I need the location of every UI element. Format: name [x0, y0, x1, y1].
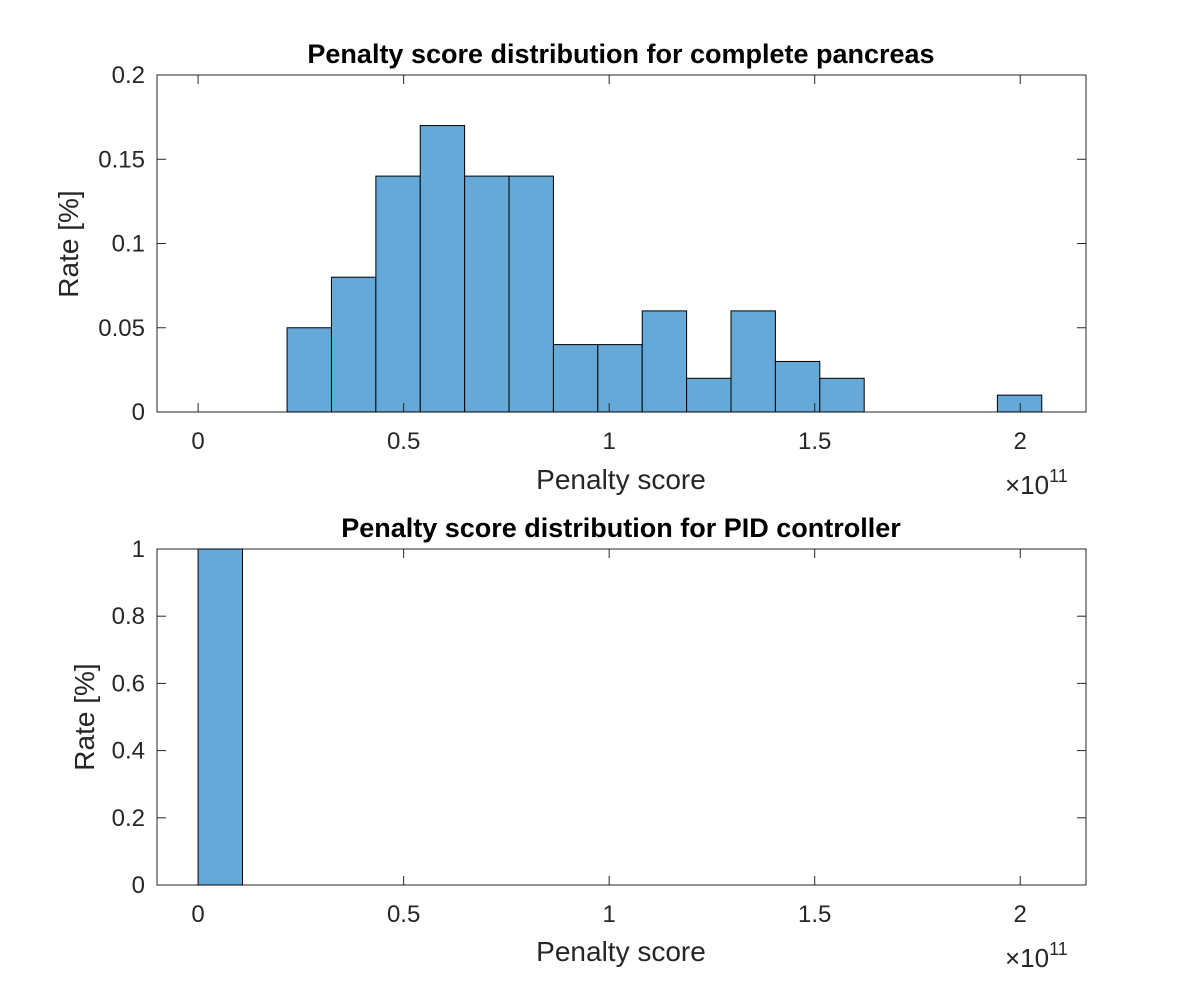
x-axis-label: Penalty score	[536, 936, 706, 967]
histogram-bar	[286, 327, 332, 413]
x-exponent-base: ×10	[1005, 943, 1049, 973]
y-tick-label: 0.8	[112, 603, 145, 630]
y-tick-label: 1	[132, 536, 145, 563]
x-tick-label: 1	[602, 901, 615, 928]
histogram-bar	[730, 310, 776, 413]
x-tick-label: 0.5	[387, 901, 420, 928]
histogram-bar	[996, 394, 1043, 413]
x-exponent-label: ×1011	[1005, 939, 1068, 973]
y-tick-label: 0	[132, 872, 145, 899]
x-exponent-base: ×10	[1005, 470, 1049, 500]
x-tick-label: 1.5	[798, 428, 831, 455]
histogram-bar	[330, 276, 377, 413]
x-tick-label: 1	[602, 428, 615, 455]
x-exponent-label: ×1011	[1005, 466, 1068, 500]
y-ticks: 0 0.2 0.4 0.6 0.8 1	[112, 536, 1086, 899]
x-tick-label: 0	[191, 901, 204, 928]
y-ticks: 0 0.05 0.1 0.15 0.2	[98, 62, 1086, 426]
histogram-bar	[419, 125, 466, 413]
subplot-pancreas: 0 0.5 1 1.5 2 0 0.05 0.1 0.15 0.2 Penalty score …	[53, 39, 1087, 500]
histogram-bar	[819, 377, 865, 413]
histogram-bar	[508, 175, 554, 413]
histogram-bar	[552, 344, 599, 413]
x-ticks: 0 0.5 1 1.5 2	[191, 549, 1027, 928]
x-tick-label: 0	[191, 428, 204, 455]
y-tick-label: 0.4	[112, 738, 145, 765]
histogram-bar	[464, 175, 510, 413]
y-tick-label: 0	[132, 399, 145, 426]
y-tick-label: 0.6	[112, 670, 145, 697]
x-exponent-power: 11	[1049, 466, 1068, 486]
histogram-bar	[686, 377, 732, 413]
y-axis-label: Rate [%]	[53, 190, 84, 297]
y-tick-label: 0.2	[112, 805, 145, 832]
subplot-pid: 0 0.5 1 1.5 2 0 0.2 0.4 0.6 0.8 1 Penalty score d…	[69, 513, 1087, 973]
x-tick-label: 2	[1014, 428, 1027, 455]
bars	[286, 125, 1043, 413]
x-tick-label: 1.5	[798, 901, 831, 928]
y-tick-label: 0.15	[98, 146, 145, 173]
histogram-bar	[641, 310, 688, 413]
histogram-bar	[197, 548, 244, 886]
histogram-bar	[774, 360, 821, 413]
y-tick-label: 0.2	[112, 62, 145, 89]
bars	[197, 548, 244, 886]
plot-area	[156, 548, 1087, 886]
x-axis-label: Penalty score	[536, 464, 706, 495]
x-tick-label: 2	[1014, 901, 1027, 928]
histogram-bar	[597, 344, 643, 413]
y-axis-label: Rate [%]	[69, 663, 100, 770]
x-ticks: 0 0.5 1 1.5 2	[191, 75, 1027, 455]
x-exponent-power: 11	[1049, 939, 1068, 959]
chart-title: Penalty score distribution for complete …	[307, 39, 934, 69]
chart-title: Penalty score distribution for PID contr…	[341, 513, 901, 543]
histogram-bar	[375, 175, 421, 413]
y-tick-label: 0.1	[112, 231, 145, 258]
y-tick-label: 0.05	[98, 315, 145, 342]
x-tick-label: 0.5	[387, 428, 420, 455]
